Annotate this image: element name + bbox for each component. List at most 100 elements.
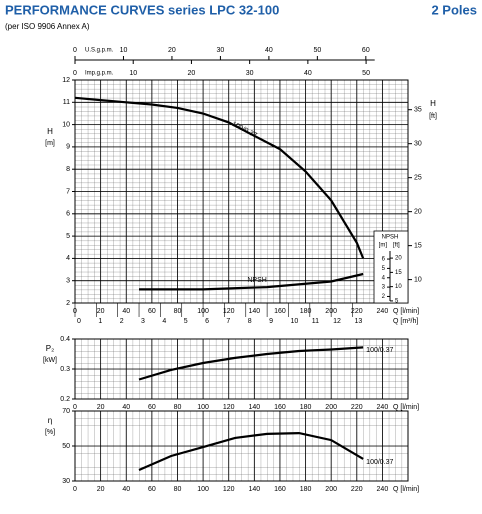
y2-tick-label: 20 (414, 208, 422, 215)
x-tick-label: 20 (97, 308, 105, 315)
x-tick-label: 80 (174, 486, 182, 493)
x2-tick-label: 9 (269, 318, 273, 325)
y-tick-label: 6 (66, 211, 70, 218)
y-axis-label: H (47, 127, 53, 136)
series-label: 100/0.37 (366, 347, 393, 354)
y2-tick-label: 25 (414, 175, 422, 182)
y-tick-label: 10 (62, 121, 70, 128)
x-tick-label: 140 (248, 308, 260, 315)
x-tick-label: 240 (377, 308, 389, 315)
top-axis-tick-label: 10 (129, 70, 137, 77)
x2-tick-label: 7 (226, 318, 230, 325)
top-axis-tick-label: 40 (265, 47, 273, 54)
y-tick-label: 70 (62, 408, 70, 415)
y-axis-unit: [kW] (43, 357, 57, 364)
x-tick-label: 240 (377, 486, 389, 493)
x2-tick-label: 4 (162, 318, 166, 325)
x2-tick-label: 3 (141, 318, 145, 325)
top-axis-tick-label: 30 (217, 47, 225, 54)
x-axis-label: Q [l/min] (393, 486, 419, 493)
x-tick-label: 160 (274, 404, 286, 411)
x-tick-label: 120 (223, 404, 235, 411)
npsh-title: NPSH (382, 235, 399, 241)
curve (139, 272, 364, 291)
curve (138, 431, 364, 472)
x-tick-label: 180 (300, 404, 312, 411)
x-tick-label: 40 (122, 404, 130, 411)
x-tick-label: 60 (148, 486, 156, 493)
npsh-tick-label: 3 (382, 285, 386, 291)
top-axis-tick-label: 0 (73, 70, 77, 77)
x-tick-label: 40 (122, 308, 130, 315)
y-tick-label: 2 (66, 300, 70, 307)
npsh-unit: [m] (379, 243, 388, 249)
y-tick-label: 50 (62, 443, 70, 450)
npsh-tick-label: 5 (382, 266, 386, 272)
y-tick-label: 8 (66, 166, 70, 173)
x2-tick-label: 0 (77, 318, 81, 325)
y-axis-label: P₂ (46, 344, 54, 353)
y-tick-label: 0.4 (60, 336, 70, 343)
x-tick-label: 20 (97, 486, 105, 493)
npsh-unit2: [ft] (393, 243, 400, 249)
y2-tick-label: 15 (414, 242, 422, 249)
x2-tick-label: 6 (205, 318, 209, 325)
x-tick-label: 120 (223, 308, 235, 315)
y-tick-label: 11 (63, 99, 70, 106)
x2-tick-label: 8 (248, 318, 252, 325)
x2-tick-label: 5 (184, 318, 188, 325)
x-tick-label: 220 (351, 486, 363, 493)
x2-tick-label: 2 (120, 318, 124, 325)
y2-tick-label: 10 (414, 276, 422, 283)
top-axis-tick-label: 50 (313, 47, 321, 54)
x-tick-label: 80 (174, 308, 182, 315)
npsh-tick2-label: 15 (395, 270, 402, 276)
x-tick-label: 0 (73, 404, 77, 411)
top-axis-tick-label: 60 (362, 47, 370, 54)
top-axis-label: U.S.g.p.m. (85, 48, 114, 54)
npsh-tick-label: 4 (382, 275, 386, 281)
y2-tick-label: 30 (414, 141, 422, 148)
npsh-tick-label: 6 (382, 257, 386, 263)
npsh-tick-label: 2 (382, 294, 386, 300)
x2-tick-label: 10 (290, 318, 298, 325)
y-tick-label: 0.2 (60, 396, 70, 403)
y-tick-label: 12 (62, 77, 70, 84)
x-tick-label: 0 (73, 486, 77, 493)
x-tick-label: 20 (97, 404, 105, 411)
x-tick-label: 100 (197, 404, 209, 411)
x2-tick-label: 11 (312, 318, 319, 325)
x-tick-label: 60 (148, 404, 156, 411)
x2-axis-label: Q [m³/h] (393, 318, 418, 325)
x-tick-label: 80 (174, 404, 182, 411)
curve (138, 346, 364, 381)
npsh-tick2-label: 5 (395, 298, 399, 304)
y-tick-label: 0.3 (60, 366, 70, 373)
y-tick-label: 30 (62, 478, 70, 485)
top-axis-tick-label: 40 (304, 70, 312, 77)
series-label: 100/0.37 (366, 459, 393, 466)
x-tick-label: 160 (274, 308, 286, 315)
y-tick-label: 5 (66, 233, 70, 240)
x-tick-label: 220 (351, 308, 363, 315)
y-axis-label: η (48, 416, 52, 425)
top-axis-tick-label: 50 (362, 70, 370, 77)
x-tick-label: 240 (377, 404, 389, 411)
y-axis-unit: [m] (45, 140, 55, 147)
y2-axis-unit: [ft] (429, 113, 437, 120)
y2-tick-label: 35 (414, 107, 422, 114)
top-axis-tick-label: 10 (120, 47, 128, 54)
top-axis-tick-label: 20 (168, 47, 176, 54)
x-tick-label: 220 (351, 404, 363, 411)
series-label: NPSH (247, 277, 266, 284)
subtitle: (per ISO 9906 Annex A) (5, 22, 90, 31)
page-title: PERFORMANCE CURVES series LPC 32-100 (5, 2, 279, 17)
npsh-tick2-label: 10 (395, 284, 402, 290)
y-axis-unit: [%] (45, 429, 55, 436)
top-axis-tick-label: 30 (246, 70, 254, 77)
x-tick-label: 120 (223, 486, 235, 493)
x-tick-label: 180 (300, 486, 312, 493)
x-tick-label: 140 (248, 404, 260, 411)
x2-tick-label: 12 (333, 318, 341, 325)
